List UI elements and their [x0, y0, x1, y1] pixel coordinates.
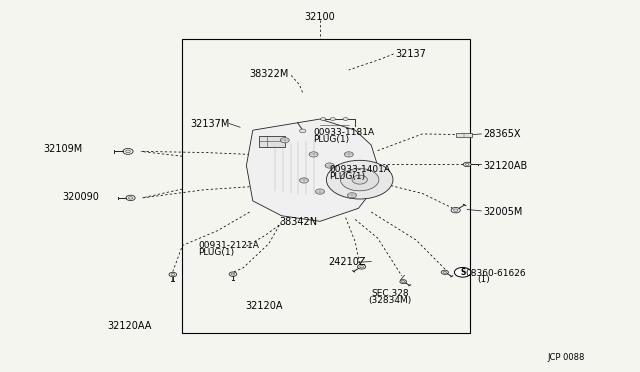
Text: 24210Z: 24210Z: [328, 257, 366, 267]
Circle shape: [169, 272, 177, 277]
Text: 08360-61626: 08360-61626: [465, 269, 526, 278]
Text: S: S: [460, 268, 465, 277]
Circle shape: [330, 118, 335, 121]
Circle shape: [344, 152, 353, 157]
Circle shape: [400, 280, 406, 283]
Text: 32137M: 32137M: [191, 119, 230, 128]
Circle shape: [321, 118, 326, 121]
Text: 00933-1401A: 00933-1401A: [330, 165, 390, 174]
Text: 320090: 320090: [63, 192, 100, 202]
Circle shape: [229, 272, 237, 276]
Circle shape: [358, 264, 365, 269]
Circle shape: [463, 162, 471, 167]
Text: PLUG(1): PLUG(1): [330, 172, 365, 181]
Text: 38342N: 38342N: [280, 217, 318, 227]
Circle shape: [325, 163, 334, 168]
Text: (32834M): (32834M): [369, 296, 412, 305]
Circle shape: [340, 169, 379, 191]
Circle shape: [343, 118, 348, 121]
Text: (1): (1): [477, 275, 490, 284]
Text: 32005M: 32005M: [483, 207, 523, 217]
Circle shape: [326, 160, 393, 199]
Text: 28365X: 28365X: [483, 129, 521, 139]
Text: PLUG(1): PLUG(1): [198, 248, 234, 257]
Circle shape: [352, 175, 367, 184]
Text: 00931-2121A: 00931-2121A: [198, 241, 259, 250]
Polygon shape: [246, 119, 378, 221]
Bar: [182, 39, 470, 333]
Text: 32137: 32137: [396, 49, 426, 59]
Circle shape: [441, 270, 449, 275]
Text: 32120AB: 32120AB: [483, 161, 527, 170]
Bar: [456, 133, 472, 137]
Text: 32120AA: 32120AA: [108, 321, 152, 331]
Circle shape: [280, 138, 289, 143]
Text: 32100: 32100: [305, 12, 335, 22]
Text: PLUG(1): PLUG(1): [314, 135, 349, 144]
Bar: [259, 136, 285, 147]
Text: 32120A: 32120A: [245, 301, 283, 311]
Text: 38322M: 38322M: [250, 70, 289, 79]
Text: 32109M: 32109M: [43, 144, 82, 154]
Circle shape: [451, 208, 460, 213]
Circle shape: [348, 193, 356, 198]
Text: SEC.328: SEC.328: [371, 289, 409, 298]
Text: 00933-1181A: 00933-1181A: [314, 128, 375, 137]
Circle shape: [309, 152, 318, 157]
Circle shape: [316, 189, 324, 194]
Circle shape: [126, 195, 135, 201]
Circle shape: [123, 148, 133, 154]
Circle shape: [454, 267, 471, 277]
Circle shape: [300, 178, 308, 183]
Circle shape: [300, 129, 306, 133]
Text: JCP 0088: JCP 0088: [547, 353, 584, 362]
